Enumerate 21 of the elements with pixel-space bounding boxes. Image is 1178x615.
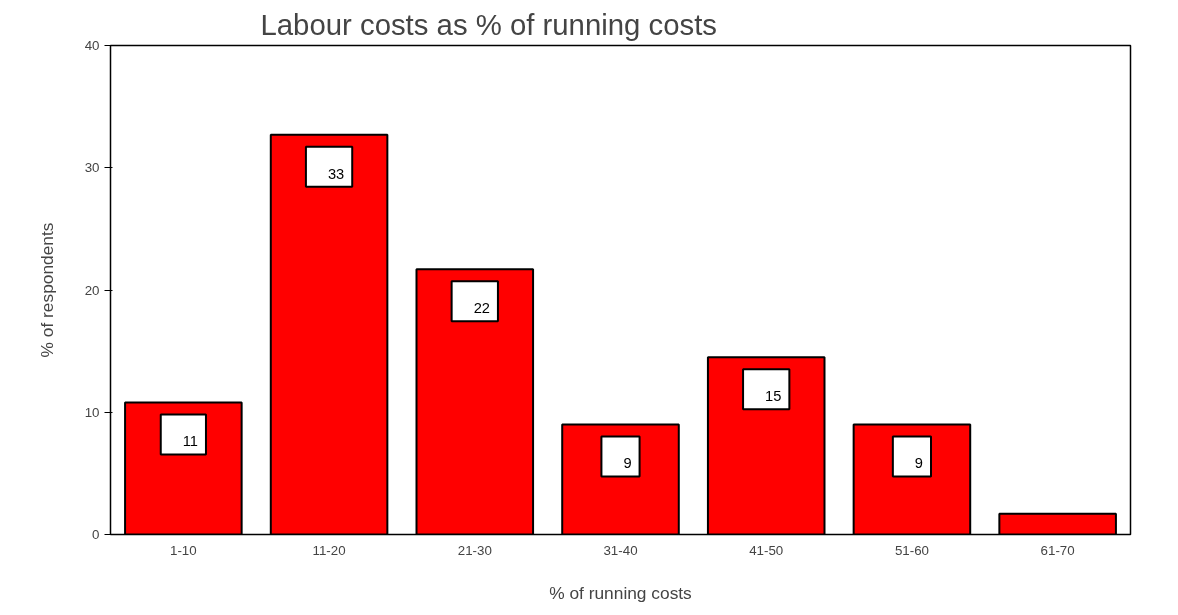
y-tick-label: 40 bbox=[84, 38, 100, 53]
x-tick-label: 31-40 bbox=[603, 542, 638, 558]
data-label: 9 bbox=[914, 455, 924, 472]
x-tick-label: 51-60 bbox=[894, 542, 929, 558]
x-tick-label: 11-20 bbox=[312, 542, 346, 558]
x-tick-label: 1-10 bbox=[170, 542, 197, 558]
x-tick-label: 41-50 bbox=[749, 542, 784, 558]
data-label: 33 bbox=[327, 165, 345, 182]
chart-title: Labour costs as % of running costs bbox=[260, 7, 717, 41]
y-tick-label: 30 bbox=[84, 160, 100, 176]
data-label: 11 bbox=[182, 433, 198, 450]
x-tick-label: 61-70 bbox=[1040, 542, 1075, 558]
data-label: 9 bbox=[623, 455, 632, 472]
y-tick-label: 10 bbox=[84, 404, 100, 420]
data-label: 22 bbox=[473, 300, 490, 317]
y-tick-label: 0 bbox=[92, 527, 100, 542]
x-tick-label: 21-30 bbox=[457, 542, 492, 558]
x-axis-title: % of running costs bbox=[549, 582, 693, 603]
data-label: 15 bbox=[765, 388, 782, 405]
y-axis-title: % of respondents bbox=[36, 222, 57, 358]
y-tick-label: 20 bbox=[84, 282, 100, 298]
